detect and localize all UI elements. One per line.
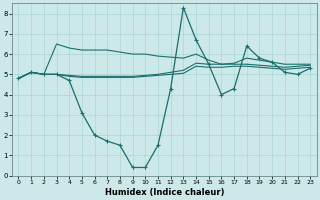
X-axis label: Humidex (Indice chaleur): Humidex (Indice chaleur) [105, 188, 224, 197]
